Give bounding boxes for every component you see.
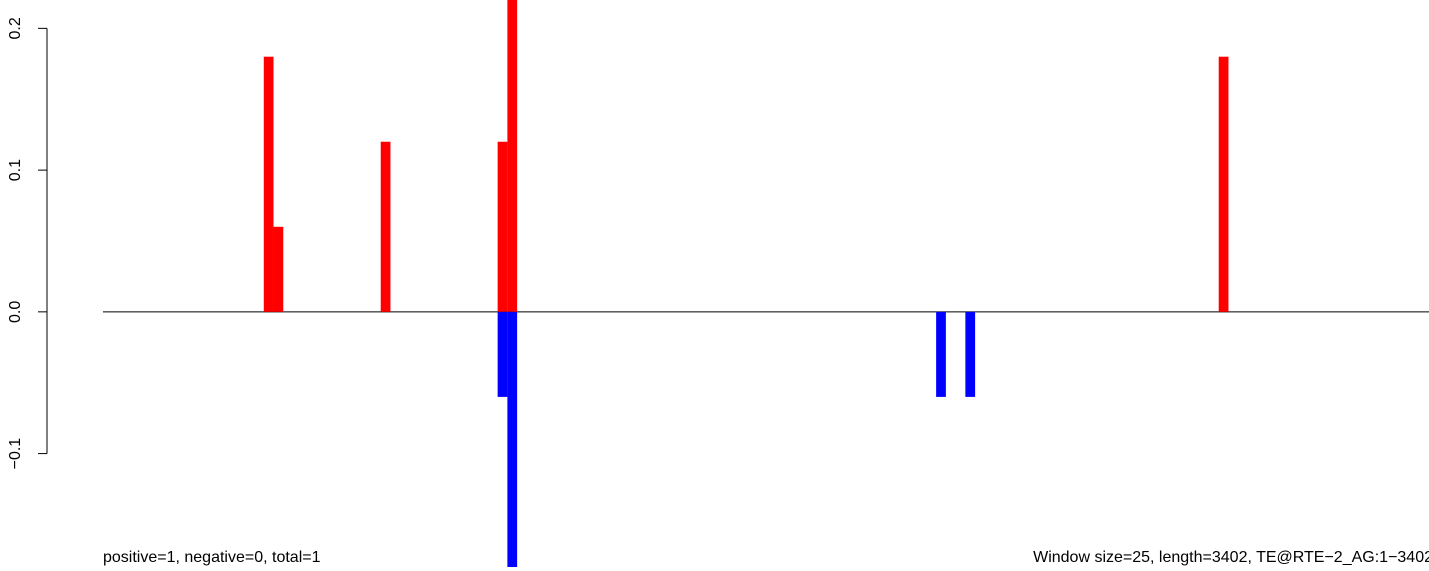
negative-bar bbox=[936, 311, 946, 397]
bars bbox=[263, 0, 1229, 567]
negative-bar bbox=[497, 311, 508, 397]
positive-bar bbox=[497, 141, 508, 312]
positive-bar bbox=[263, 56, 274, 312]
y-axis: −0.1 0.0 0.1 0.2 bbox=[7, 17, 48, 470]
positive-bar bbox=[1218, 56, 1229, 312]
positive-bar bbox=[380, 141, 391, 312]
y-tick-label: 0.2 bbox=[7, 17, 24, 39]
annotation-bottom-right: Window size=25, length=3402, TE@RTE−2_AG… bbox=[1033, 549, 1429, 566]
y-tick-label: −0.1 bbox=[7, 438, 24, 470]
annotation-bottom-left: positive=1, negative=0, total=1 bbox=[103, 549, 321, 566]
positive-bar bbox=[273, 226, 284, 312]
negative-bar bbox=[965, 311, 976, 397]
positive-bar bbox=[507, 0, 518, 312]
y-tick-label: 0.0 bbox=[7, 301, 24, 323]
y-tick-label: 0.1 bbox=[7, 159, 24, 181]
negative-bar bbox=[507, 311, 518, 567]
